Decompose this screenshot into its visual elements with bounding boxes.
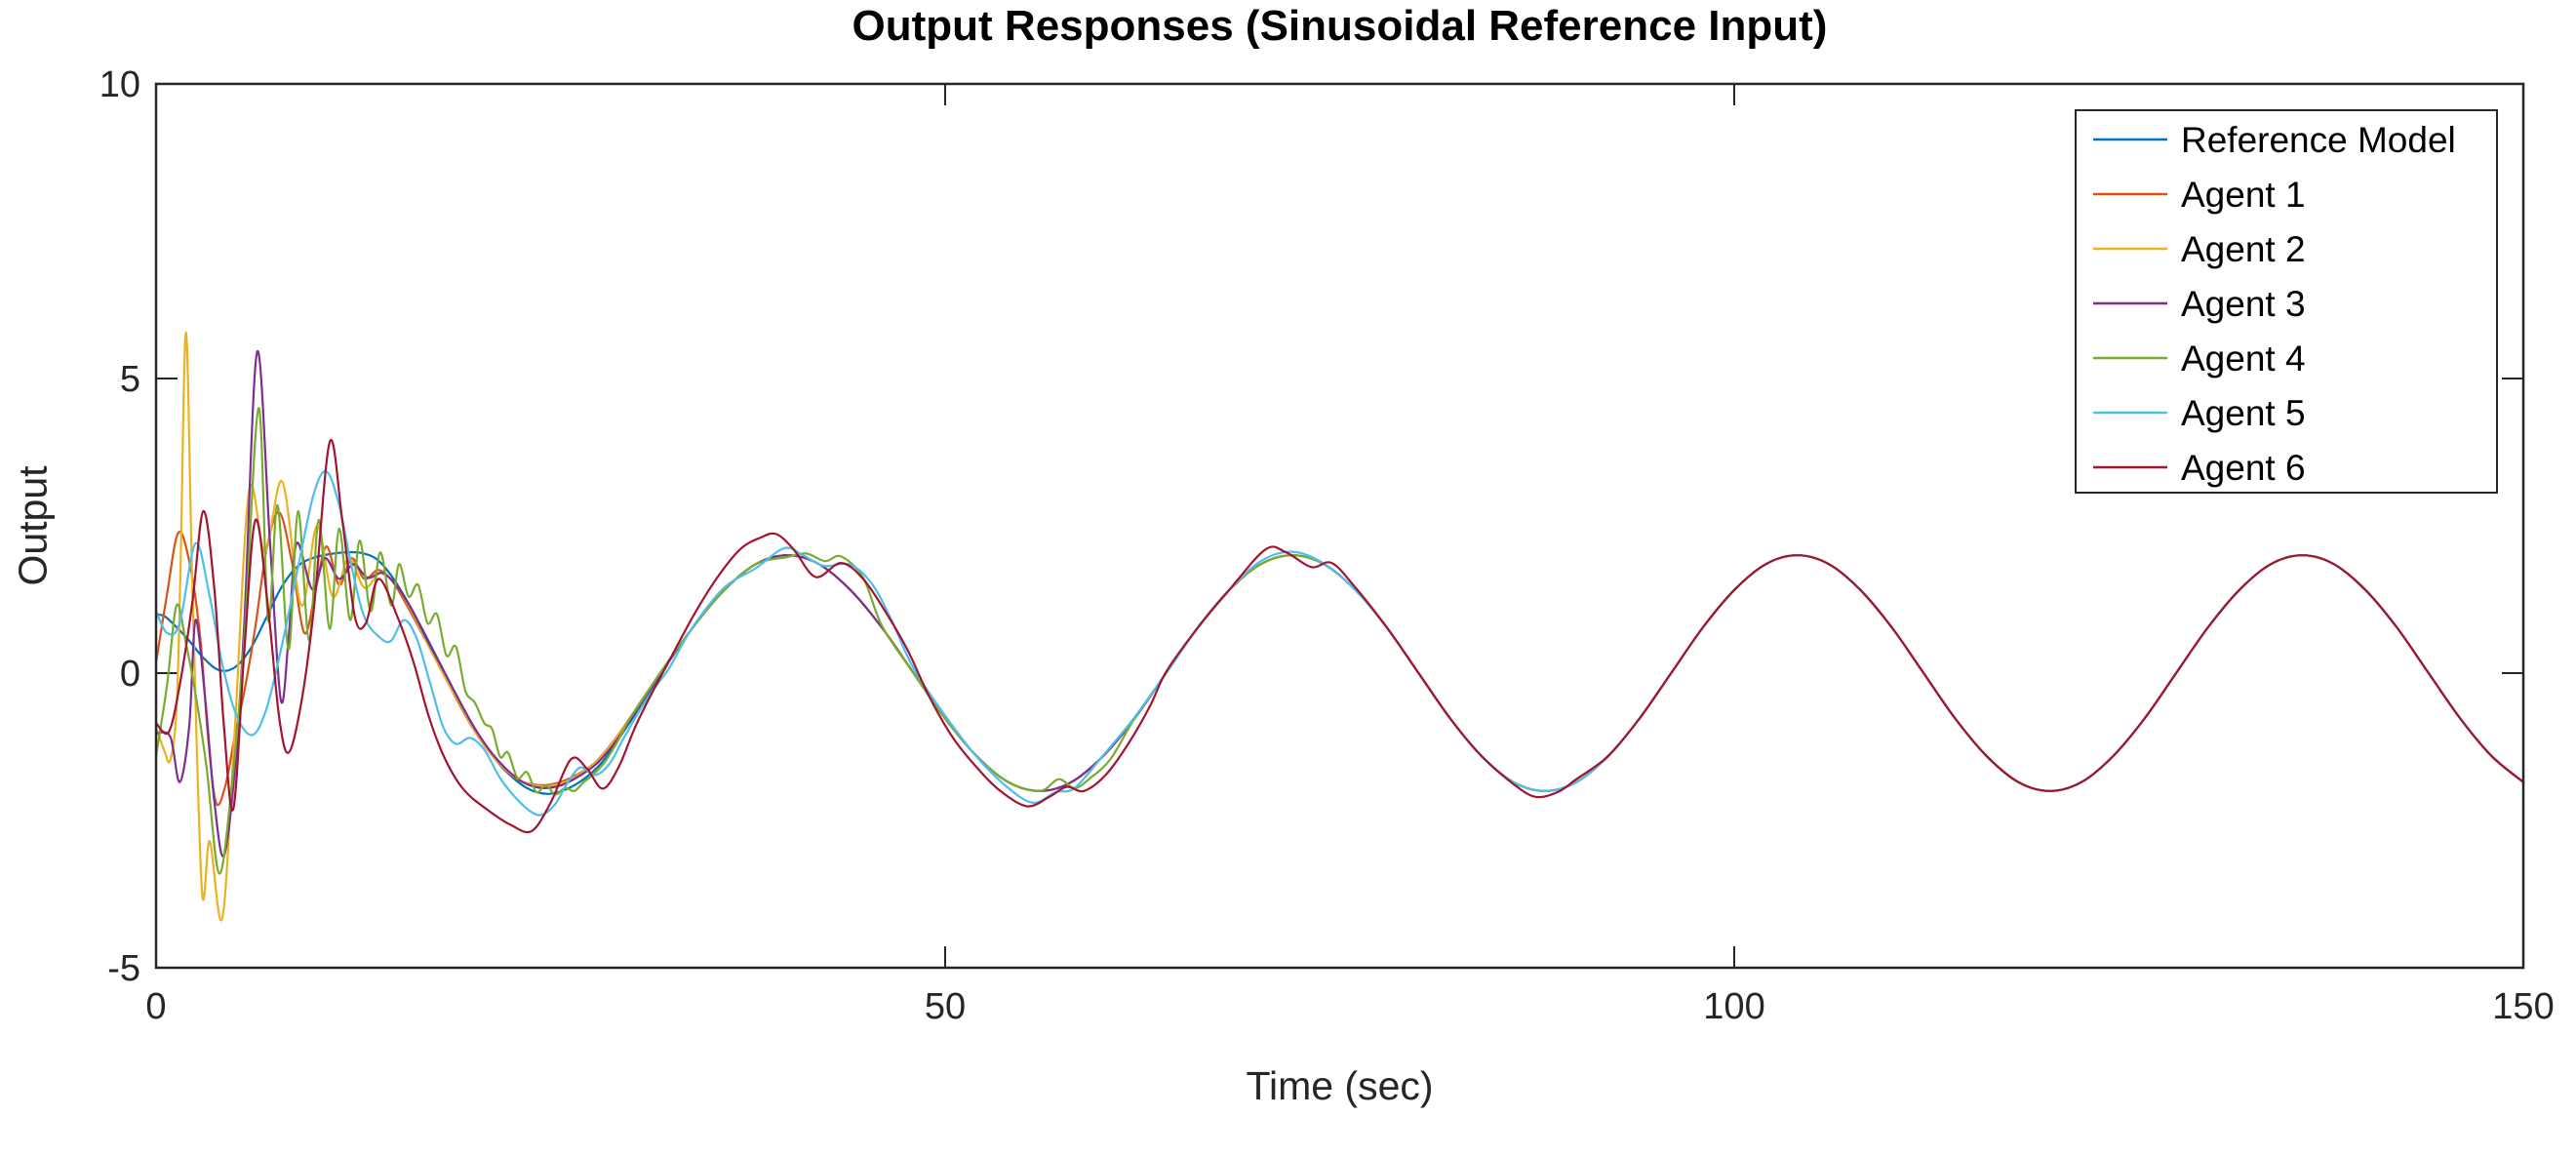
y-tick-label: 0: [120, 654, 140, 695]
y-tick-label: 5: [120, 359, 140, 400]
legend-item-label: Agent 2: [2181, 229, 2306, 269]
legend-box: [2075, 109, 2498, 494]
legend-item-label: Reference Model: [2181, 120, 2456, 160]
x-tick-label: 0: [145, 986, 166, 1027]
x-axis-label: Time (sec): [1246, 1063, 1434, 1108]
y-tick-label: 10: [99, 64, 140, 105]
legend-item-label: Agent 5: [2181, 393, 2306, 433]
y-axis-label: Output: [10, 465, 56, 586]
legend-item-label: Agent 4: [2181, 339, 2306, 379]
x-tick-label: 150: [2492, 986, 2554, 1027]
legend-item-label: Agent 3: [2181, 284, 2306, 324]
x-tick-label: 50: [925, 986, 966, 1027]
series-line-agent-6: [156, 438, 2523, 834]
legend-item-label: Agent 1: [2181, 175, 2306, 215]
plot-border: [154, 82, 2525, 970]
x-tick-label: 100: [1703, 986, 1764, 1027]
legend-item-label: Agent 6: [2181, 448, 2306, 488]
y-tick-label: -5: [107, 948, 140, 989]
chart-title: Output Responses (Sinusoidal Reference I…: [852, 2, 1828, 50]
